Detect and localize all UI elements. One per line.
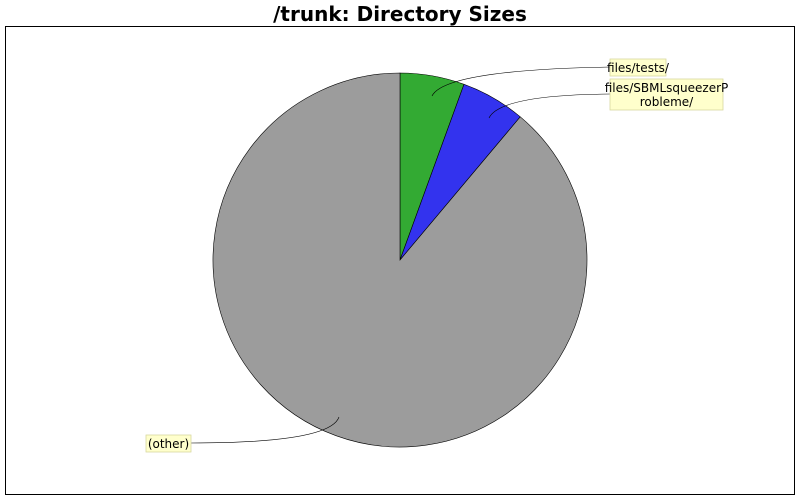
pie-slice bbox=[212, 72, 588, 448]
slice-label: files/tests/ bbox=[607, 61, 670, 75]
label-leader-line bbox=[190, 416, 340, 444]
slice-label-box bbox=[609, 78, 724, 111]
slice-label-box bbox=[609, 58, 667, 77]
slice-label-box bbox=[145, 434, 192, 453]
slice-label: robleme/ bbox=[640, 95, 694, 109]
slice-label: (other) bbox=[148, 437, 189, 451]
pie-slices bbox=[212, 72, 588, 448]
chart-title: /trunk: Directory Sizes bbox=[273, 2, 527, 26]
slice-label: files/SBMLsqueezerP bbox=[605, 81, 729, 95]
label-leader-line bbox=[488, 93, 611, 119]
label-leader-line bbox=[431, 66, 611, 97]
plot-frame bbox=[5, 26, 795, 495]
